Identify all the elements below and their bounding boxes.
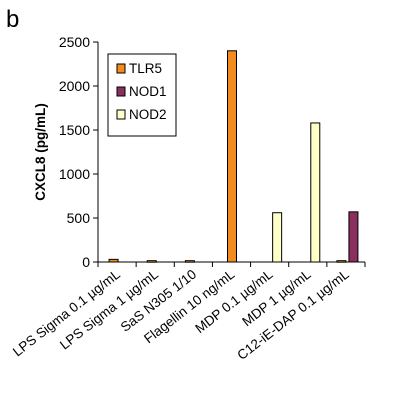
y-tick-label: 500 xyxy=(67,210,91,226)
bar-tlr5 xyxy=(146,260,157,263)
y-tick-label: 1500 xyxy=(59,122,90,138)
legend-swatch-nod1 xyxy=(116,86,126,97)
chart-legend: TLR5 NOD1 NOD2 xyxy=(107,53,177,137)
bar-tlr5 xyxy=(336,260,347,263)
legend-swatch-tlr5 xyxy=(116,63,126,74)
panel-label: b xyxy=(6,6,20,33)
bar-nod2 xyxy=(310,122,321,263)
bar-tlr5 xyxy=(108,258,119,263)
legend-label-nod1: NOD1 xyxy=(129,84,167,99)
bar-tlr5 xyxy=(227,50,237,263)
legend-label-nod2: NOD2 xyxy=(129,107,167,122)
chart-bars xyxy=(108,50,359,263)
bar-nod1 xyxy=(348,211,359,263)
bar-nod2 xyxy=(272,212,283,263)
y-tick-label: 1000 xyxy=(59,166,90,182)
legend-swatch-nod2 xyxy=(116,109,126,120)
y-tick-label: 2000 xyxy=(59,78,90,94)
y-tick-label: 0 xyxy=(82,254,90,270)
y-tick-label: 2500 xyxy=(59,34,90,50)
legend-label-tlr5: TLR5 xyxy=(129,61,162,76)
y-axis-label: CXCL8 (pg/mL) xyxy=(33,103,48,201)
bar-tlr5 xyxy=(184,260,195,263)
y-tick-labels: 0 500 1000 1500 2000 2500 xyxy=(59,34,90,270)
